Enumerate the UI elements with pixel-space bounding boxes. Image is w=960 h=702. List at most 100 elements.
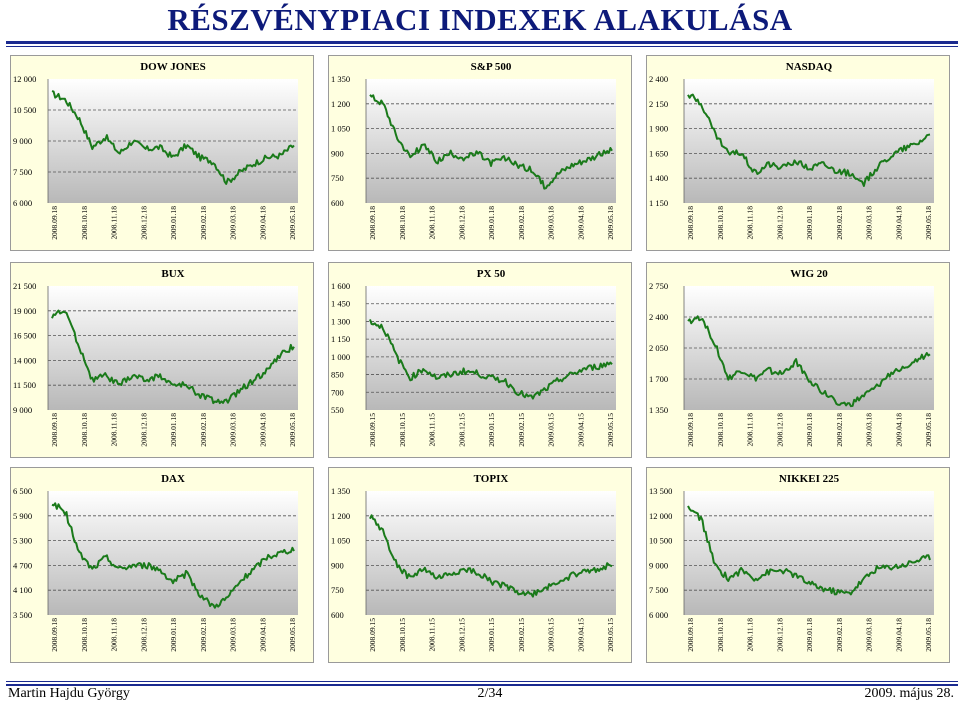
chart-panel: S&P 500 1 350 1 200 1 050 900 750 600 2008.09.1…: [328, 55, 632, 251]
y-tick-label: 4 100: [13, 585, 32, 595]
x-tick-label: 2008.11.18: [746, 618, 755, 652]
y-tick-label: 1 050: [331, 124, 350, 134]
y-tick-label: 10 500: [13, 105, 36, 115]
chart-panel: TOPIX 1 350 1 200 1 050 900 750 600 2008.09.15 2…: [328, 467, 632, 663]
plot-area: [48, 491, 298, 615]
y-tick-label: 700: [331, 387, 344, 397]
y-tick-label: 11 500: [13, 380, 36, 390]
x-tick-label: 2009.02.18: [199, 206, 208, 240]
x-tick-label: 2009.05.18: [924, 413, 933, 447]
y-tick-label: 1 350: [649, 405, 668, 415]
y-tick-label: 750: [331, 173, 344, 183]
y-tick-label: 1 150: [649, 198, 668, 208]
x-tick-label: 2008.11.18: [110, 618, 119, 652]
x-tick-label: 2008.12.18: [139, 413, 148, 447]
x-tick-label: 2009.01.18: [169, 206, 178, 240]
x-tick-label: 2008.12.18: [139, 206, 148, 240]
x-tick-label: 2009.03.18: [865, 413, 874, 447]
y-tick-label: 550: [331, 405, 344, 415]
chart-svg: BUX 21 500 19 000 16 500 14 000 11 500 9 000 20…: [10, 262, 314, 458]
chart-svg: DAX 6 500 5 900 5 300 4 700 4 100 3 500 2008.09…: [10, 467, 314, 663]
x-tick-label: 2009.05.18: [606, 206, 615, 240]
y-tick-label: 13 500: [649, 486, 672, 496]
y-tick-label: 6 000: [649, 610, 668, 620]
x-tick-label: 2009.04.18: [894, 206, 903, 240]
x-tick-label: 2009.04.18: [258, 413, 267, 447]
series-line: [51, 502, 295, 609]
x-tick-label: 2008.11.18: [746, 206, 755, 240]
x-tick-label: 2009.02.18: [835, 618, 844, 652]
y-tick-label: 2 050: [649, 343, 668, 353]
x-tick-label: 2009.05.18: [288, 206, 297, 240]
chart-title: PX 50: [477, 268, 506, 280]
chart-svg: NASDAQ 2 400 2 150 1 900 1 650 1 400 1 150 2008…: [646, 55, 950, 251]
series-line: [687, 505, 931, 596]
footer-rule-thick: [6, 684, 958, 686]
chart-title: DAX: [161, 473, 185, 485]
x-tick-label: 2008.12.18: [457, 206, 466, 240]
x-tick-label: 2009.01.18: [805, 413, 814, 447]
x-tick-label: 2009.02.18: [199, 618, 208, 652]
y-tick-label: 6 500: [13, 486, 32, 496]
plot-area: [48, 286, 298, 410]
x-tick-label: 2009.02.15: [517, 618, 526, 652]
chart-svg: WIG 20 2 750 2 400 2 050 1 700 1 350 2008.09.1…: [646, 262, 950, 458]
x-tick-label: 2009.01.18: [169, 618, 178, 652]
x-tick-label: 2008.10.18: [716, 206, 725, 240]
chart-title: NIKKEI 225: [779, 473, 840, 485]
chart-panel: DAX 6 500 5 900 5 300 4 700 4 100 3 500 2008.09…: [10, 467, 314, 663]
x-tick-label: 2008.12.18: [775, 413, 784, 447]
x-tick-label: 2009.03.18: [229, 413, 238, 447]
y-tick-label: 4 700: [13, 560, 32, 570]
y-tick-label: 9 000: [13, 136, 32, 146]
x-tick-label: 2008.10.18: [80, 206, 89, 240]
footer-page-number: 2/34: [477, 686, 503, 701]
x-tick-label: 2009.04.18: [894, 413, 903, 447]
x-tick-label: 2008.09.18: [50, 206, 59, 240]
x-tick-label: 2009.03.18: [229, 618, 238, 652]
series-line: [369, 319, 613, 400]
series-line: [369, 94, 613, 190]
y-tick-label: 1 600: [331, 281, 350, 291]
x-tick-label: 2008.11.18: [746, 413, 755, 447]
chart-title: DOW JONES: [140, 61, 206, 73]
x-tick-label: 2008.10.15: [398, 413, 407, 447]
y-tick-label: 2 750: [649, 281, 668, 291]
title-rule: [6, 41, 958, 44]
x-tick-label: 2008.11.18: [428, 206, 437, 240]
x-tick-label: 2009.01.15: [487, 413, 496, 447]
x-tick-label: 2008.11.18: [110, 413, 119, 447]
y-tick-label: 900: [331, 560, 344, 570]
x-tick-label: 2009.02.18: [517, 206, 526, 240]
x-tick-label: 2008.12.18: [775, 618, 784, 652]
y-tick-label: 14 000: [13, 355, 36, 365]
y-tick-label: 1 350: [331, 74, 350, 84]
x-tick-label: 2009.01.18: [169, 413, 178, 447]
y-tick-label: 1 350: [331, 486, 350, 496]
x-tick-label: 2009.01.18: [805, 618, 814, 652]
y-tick-label: 850: [331, 370, 344, 380]
y-tick-label: 9 000: [649, 560, 668, 570]
y-tick-label: 19 000: [13, 306, 36, 316]
x-tick-label: 2009.04.18: [258, 618, 267, 652]
x-tick-label: 2009.05.18: [288, 413, 297, 447]
x-tick-label: 2009.04.15: [576, 413, 585, 447]
x-tick-label: 2008.12.18: [775, 206, 784, 240]
y-tick-label: 1 300: [331, 316, 350, 326]
x-tick-label: 2008.11.18: [110, 206, 119, 240]
x-tick-label: 2008.09.15: [368, 618, 377, 652]
x-tick-label: 2009.05.18: [924, 618, 933, 652]
x-tick-label: 2009.05.15: [606, 618, 615, 652]
series-line: [687, 93, 931, 187]
chart-title: TOPIX: [474, 473, 509, 485]
y-tick-label: 1 900: [649, 124, 668, 134]
chart-panel: BUX 21 500 19 000 16 500 14 000 11 500 9 000 20…: [10, 262, 314, 458]
y-tick-label: 16 500: [13, 331, 36, 341]
x-tick-label: 2008.11.15: [428, 413, 437, 447]
y-tick-label: 1 200: [331, 511, 350, 521]
chart-panel: NIKKEI 225 13 500 12 000 10 500 9 000 7 500 6 …: [646, 467, 950, 663]
chart-svg: DOW JONES 12 000 10 500 9 000 7 500 6 000 2008…: [10, 55, 314, 251]
y-tick-label: 21 500: [13, 281, 36, 291]
y-tick-label: 3 500: [13, 610, 32, 620]
plot-area: [684, 79, 934, 203]
